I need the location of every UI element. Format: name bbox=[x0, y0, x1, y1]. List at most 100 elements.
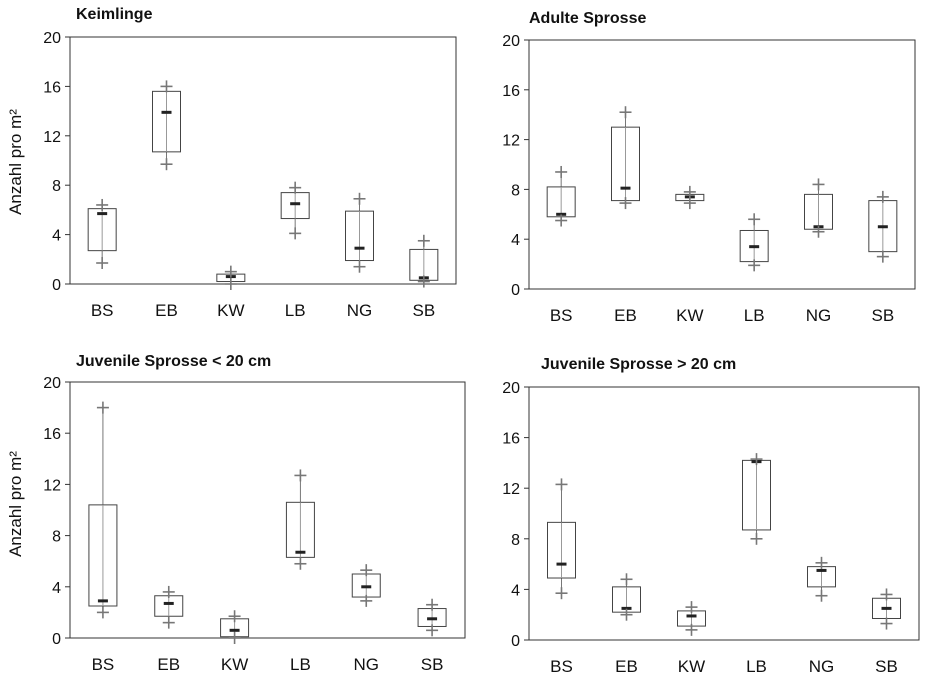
min-marker bbox=[748, 259, 761, 272]
box-eb bbox=[612, 573, 641, 621]
min-marker bbox=[812, 225, 825, 238]
y-tick-label: 20 bbox=[502, 380, 520, 397]
min-marker bbox=[160, 158, 173, 171]
box-lb bbox=[742, 453, 771, 545]
y-tick-label: 0 bbox=[511, 282, 520, 299]
max-marker bbox=[289, 181, 302, 194]
x-tick-label: LB bbox=[285, 301, 306, 320]
max-marker bbox=[224, 265, 237, 278]
box-lb bbox=[739, 213, 769, 272]
chart-title: Juvenile Sprosse < 20 cm bbox=[76, 353, 272, 370]
y-tick-label: 16 bbox=[43, 426, 61, 443]
box-sb bbox=[417, 598, 447, 637]
y-tick-label: 4 bbox=[52, 580, 61, 597]
max-marker bbox=[876, 190, 889, 203]
box-bs bbox=[87, 198, 117, 270]
y-tick-label: 16 bbox=[502, 83, 520, 100]
y-tick-label: 12 bbox=[502, 481, 520, 498]
y-tick-label: 8 bbox=[52, 529, 61, 546]
box-plot: 0 4 8 12 16 20 BS EB KW LB NG SB bbox=[43, 30, 457, 320]
max-marker bbox=[228, 610, 241, 623]
max-marker bbox=[685, 601, 698, 614]
y-tick-label: 0 bbox=[511, 633, 520, 650]
x-tick-label: LB bbox=[744, 306, 765, 325]
plot-frame bbox=[528, 39, 916, 290]
y-tick-label: 16 bbox=[43, 79, 61, 96]
x-tick-label: LB bbox=[746, 657, 767, 676]
box-ng bbox=[351, 564, 381, 607]
box-ng bbox=[804, 178, 833, 238]
chart-panel-juvenile-sprosse-klein: Juvenile Sprosse < 20 cm Anzahl pro m² 0… bbox=[0, 340, 466, 680]
x-tick-label: BS bbox=[550, 657, 573, 676]
box-lb bbox=[280, 181, 310, 240]
box-sb bbox=[409, 234, 439, 288]
min-marker bbox=[353, 260, 366, 273]
box-kw bbox=[216, 265, 246, 290]
plot-frame bbox=[528, 386, 920, 641]
y-tick-label: 12 bbox=[502, 133, 520, 150]
x-tick-label: EB bbox=[155, 301, 178, 320]
min-marker bbox=[555, 214, 568, 227]
max-marker bbox=[683, 185, 696, 198]
chart-panel-keimlinge: Keimlinge Anzahl pro m² 0 4 8 12 16 20 BS EB KW L… bbox=[0, 0, 463, 340]
y-tick-label: 16 bbox=[502, 431, 520, 448]
chart-panel-juvenile-sprosse-gross: Juvenile Sprosse > 20 cm 0 4 8 12 16 20 BS EB KW… bbox=[463, 340, 927, 680]
box-plot: 0 4 8 12 16 20 BS EB KW LB NG SB bbox=[43, 375, 466, 674]
box-kw bbox=[675, 185, 705, 210]
x-tick-label: SB bbox=[421, 655, 444, 674]
x-tick-label: EB bbox=[157, 655, 180, 674]
max-marker bbox=[160, 80, 173, 93]
box-kw bbox=[220, 610, 250, 644]
x-tick-label: NG bbox=[354, 655, 380, 674]
x-tick-label: SB bbox=[875, 657, 898, 676]
max-marker bbox=[555, 165, 568, 178]
min-marker bbox=[685, 623, 698, 636]
chart-title: Adulte Sprosse bbox=[529, 10, 647, 27]
y-tick-label: 8 bbox=[511, 182, 520, 199]
min-marker bbox=[360, 594, 373, 607]
y-tick-label: 8 bbox=[52, 178, 61, 195]
max-marker bbox=[620, 573, 633, 586]
max-marker bbox=[162, 585, 175, 598]
box-eb bbox=[611, 106, 640, 210]
box-sb bbox=[872, 588, 901, 630]
y-tick-label: 4 bbox=[511, 232, 520, 249]
box-bs bbox=[546, 165, 576, 227]
max-marker bbox=[815, 556, 828, 569]
chart-title: Juvenile Sprosse > 20 cm bbox=[541, 356, 737, 373]
x-tick-label: BS bbox=[91, 301, 114, 320]
y-tick-label: 0 bbox=[52, 277, 61, 294]
min-marker bbox=[620, 608, 633, 621]
min-marker bbox=[815, 589, 828, 602]
y-tick-label: 4 bbox=[511, 582, 520, 599]
chart-title: Keimlinge bbox=[76, 6, 153, 23]
min-marker bbox=[289, 227, 302, 240]
box-eb bbox=[152, 80, 181, 171]
max-marker bbox=[748, 213, 761, 226]
max-marker bbox=[812, 178, 825, 191]
box-eb bbox=[154, 585, 184, 629]
x-tick-label: KW bbox=[678, 657, 705, 676]
y-tick-label: 4 bbox=[52, 228, 61, 245]
min-marker bbox=[876, 250, 889, 263]
max-marker bbox=[417, 234, 430, 247]
x-tick-label: SB bbox=[871, 306, 894, 325]
y-tick-label: 20 bbox=[43, 30, 61, 47]
x-tick-label: NG bbox=[347, 301, 373, 320]
plot-frame bbox=[69, 381, 466, 639]
x-tick-label: BS bbox=[550, 306, 573, 325]
min-marker bbox=[162, 616, 175, 629]
box-plot: 0 4 8 12 16 20 BS EB KW LB NG SB bbox=[502, 33, 916, 325]
x-tick-label: BS bbox=[92, 655, 115, 674]
max-marker bbox=[619, 106, 632, 119]
min-marker bbox=[96, 257, 109, 270]
box-bs bbox=[88, 401, 118, 619]
max-marker bbox=[96, 401, 109, 414]
x-tick-label: SB bbox=[412, 301, 435, 320]
y-tick-label: 20 bbox=[502, 33, 520, 50]
min-marker bbox=[96, 606, 109, 619]
x-tick-label: KW bbox=[676, 306, 703, 325]
min-marker bbox=[750, 532, 763, 545]
chart-panel-adulte-sprosse: Adulte Sprosse 0 4 8 12 16 20 BS EB KW LB NG SB bbox=[463, 0, 927, 340]
box-bs bbox=[547, 478, 576, 600]
